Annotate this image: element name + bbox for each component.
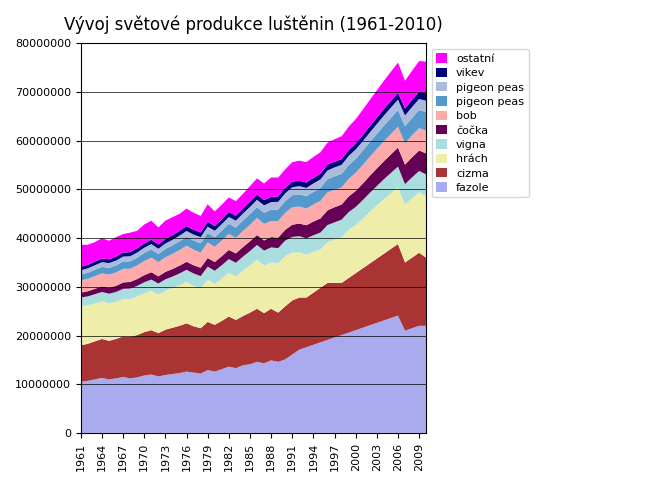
Title: Vývoj světové produkce luštěnin (1961-2010): Vývoj světové produkce luštěnin (1961-20… [64,15,443,34]
Legend: ostatní, vikev, pigeon peas, pigeon peas, bob, čočka, vigna, hrách, cizma, fazol: ostatní, vikev, pigeon peas, pigeon peas… [432,49,529,197]
